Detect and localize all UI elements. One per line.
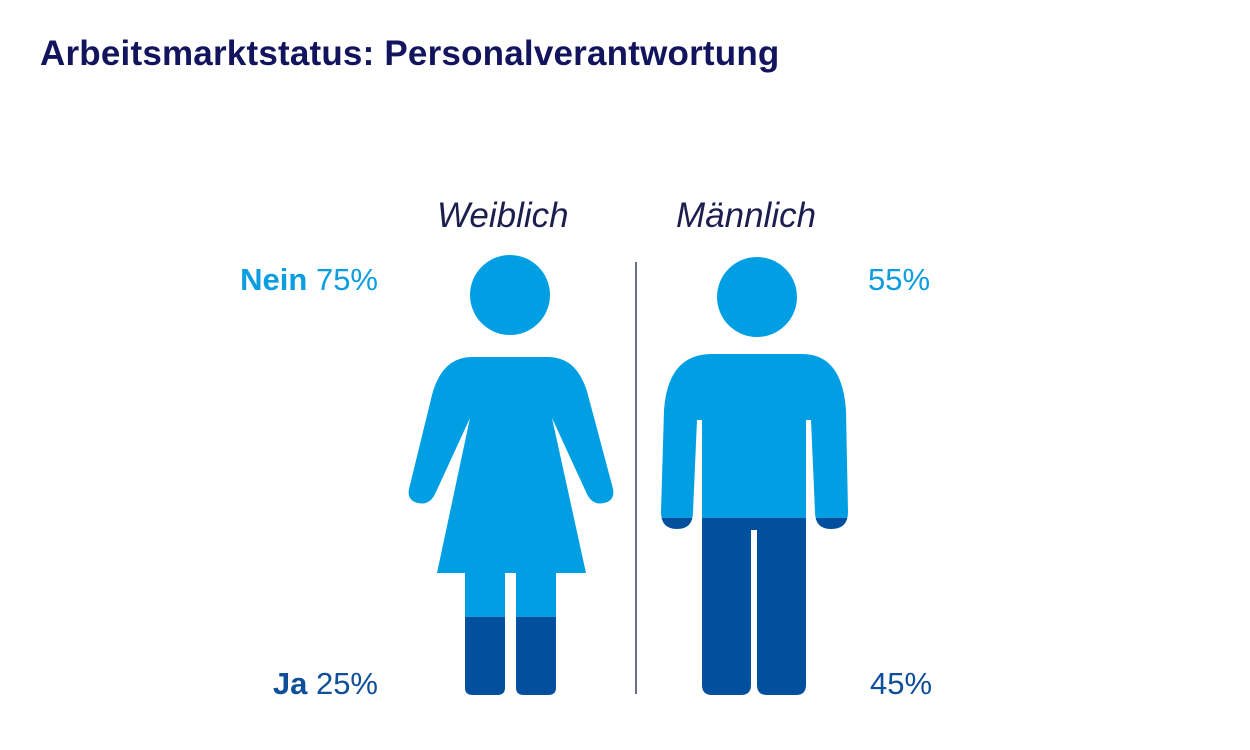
female-nein-value: 75% [315,262,378,297]
male-figure [661,257,848,695]
nein-legend-label: Nein [240,262,308,297]
chart-title: Arbeitsmarktstatus: Personalverantwortun… [40,34,780,73]
male-ja-segment [661,517,848,695]
female-figure [408,255,614,695]
female-nein-label: Nein 75% [240,262,378,298]
female-ja-segment [408,616,614,695]
female-ja-label: Ja 25% [273,666,378,702]
female-ja-value: 25% [315,666,378,701]
male-nein-value: 55% [868,262,931,297]
male-nein-segment [661,257,848,518]
male-ja-value: 45% [870,666,933,701]
female-nein-segment [408,255,614,617]
ja-legend-label: Ja [272,666,308,701]
category-label-female: Weiblich [437,196,569,235]
category-label-male: Männlich [676,196,817,235]
